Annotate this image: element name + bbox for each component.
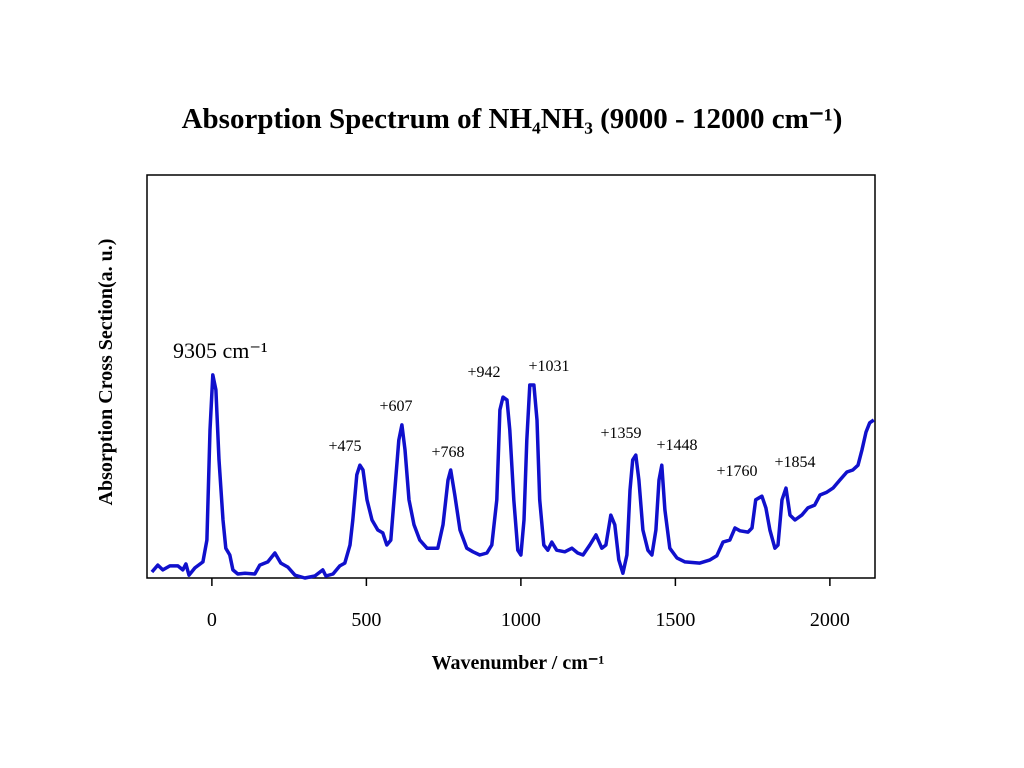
peak-annotation: +1448 — [656, 437, 697, 454]
y-axis-label: Absorption Cross Section(a. u.) — [95, 239, 117, 506]
peak-annotation: +1854 — [774, 454, 815, 471]
peak-annotation: +607 — [379, 398, 412, 415]
x-tick-label: 1000 — [501, 609, 541, 631]
x-tick-label: 1500 — [655, 609, 695, 631]
peak-annotation: +475 — [328, 438, 361, 455]
x-tick-label: 2000 — [810, 609, 850, 631]
peak-annotation: +1031 — [528, 358, 569, 375]
x-tick-label: 500 — [351, 609, 381, 631]
peak-annotation: +768 — [431, 444, 464, 461]
peak-annotation: +1760 — [716, 463, 757, 480]
chart-title: Absorption Spectrum of NH₄NH₃ (9000 - 12… — [182, 103, 843, 135]
peak-annotation: +942 — [467, 364, 500, 381]
peak-annotation: 9305 cm⁻¹ — [173, 338, 268, 363]
plot-frame — [146, 174, 876, 579]
spectrum-line — [150, 373, 875, 580]
x-axis-label: Wavenumber / cm⁻¹ — [432, 652, 605, 674]
peak-annotation: +1359 — [600, 425, 641, 442]
x-tick-label: 0 — [207, 609, 217, 631]
